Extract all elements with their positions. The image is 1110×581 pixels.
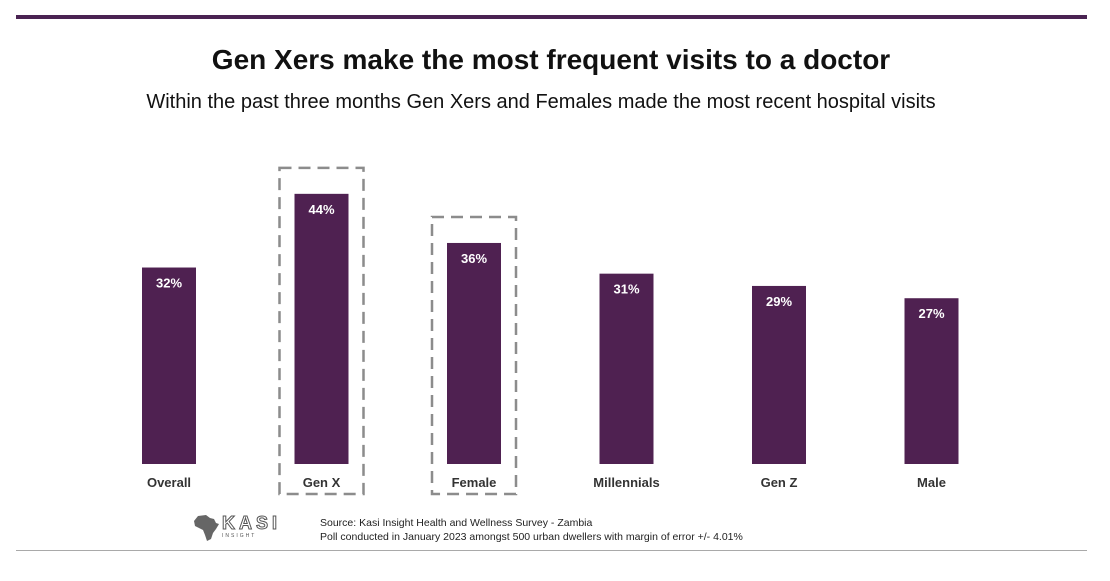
poll-note-line: Poll conducted in January 2023 amongst 5… bbox=[320, 531, 743, 543]
africa-map-icon bbox=[194, 515, 219, 541]
logo-wordmark: KASI bbox=[221, 513, 282, 534]
value-label-gen-z: 29% bbox=[766, 294, 792, 309]
source-note: Source: Kasi Insight Health and Wellness… bbox=[320, 516, 743, 544]
logo-tagline: INSIGHT bbox=[222, 533, 257, 539]
bar-millennials bbox=[599, 273, 654, 464]
highlight-box-gen-x bbox=[278, 166, 365, 496]
category-label-overall: Overall bbox=[147, 475, 191, 490]
kasi-logo: KASI INSIGHT bbox=[192, 513, 304, 543]
category-label-gen-x: Gen X bbox=[303, 475, 341, 490]
category-label-male: Male bbox=[917, 475, 946, 490]
bar-female bbox=[447, 242, 501, 464]
bottom-divider bbox=[16, 550, 1087, 551]
category-label-female: Female bbox=[452, 475, 497, 490]
value-label-overall: 32% bbox=[156, 276, 182, 291]
bar-male bbox=[904, 298, 959, 464]
chart-subtitle: Within the past three months Gen Xers an… bbox=[146, 91, 936, 113]
chart-title: Gen Xers make the most frequent visits t… bbox=[211, 44, 891, 75]
bar-gen-z bbox=[752, 285, 806, 464]
value-label-millennials: 31% bbox=[613, 282, 639, 297]
value-label-female: 36% bbox=[461, 251, 487, 266]
source-line: Source: Kasi Insight Health and Wellness… bbox=[320, 517, 593, 529]
bar-gen-x bbox=[294, 193, 349, 464]
top-divider bbox=[16, 15, 1087, 19]
value-label-male: 27% bbox=[918, 306, 944, 321]
highlight-box-female bbox=[430, 215, 518, 496]
category-label-gen-z: Gen Z bbox=[761, 475, 798, 490]
value-label-gen-x: 44% bbox=[308, 202, 334, 217]
category-label-millennials: Millennials bbox=[593, 475, 659, 490]
bar-overall bbox=[142, 267, 196, 464]
